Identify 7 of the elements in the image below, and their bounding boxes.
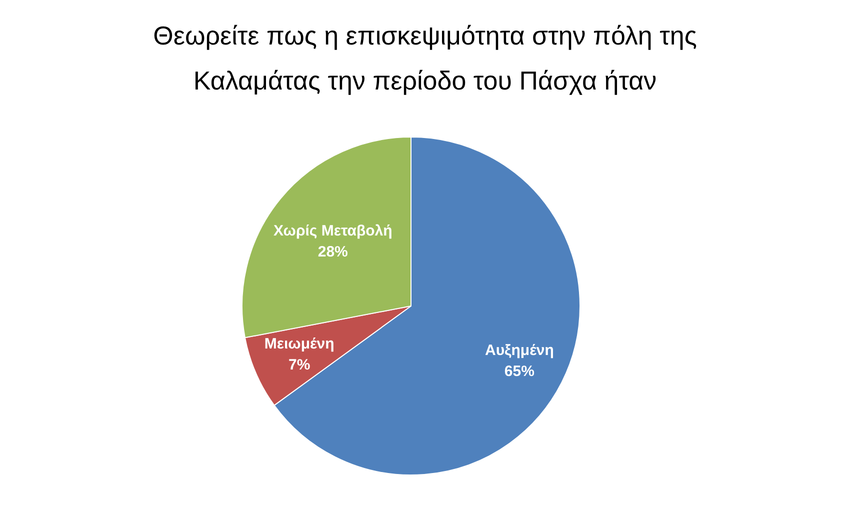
- slice-label: Χωρίς Μεταβολή: [273, 222, 392, 240]
- slice-label: Μειωμένη: [264, 335, 334, 352]
- chart-title: Θεωρείτε πως η επισκεψιμότητα στην πόλη της Καλαμάτας την περίοδο του Πάσχα ήταν: [153, 20, 697, 96]
- data-label: 28%: [318, 243, 348, 260]
- data-label: 65%: [504, 363, 534, 380]
- slice-label: Αυξημένη: [484, 342, 554, 360]
- data-label: 7%: [288, 356, 310, 374]
